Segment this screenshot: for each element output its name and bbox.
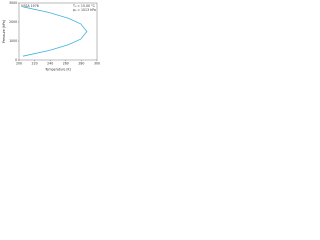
x-tick-label: 260: [63, 62, 69, 66]
y-tick-label: 1000: [9, 39, 17, 43]
y-tick-label: 2000: [9, 20, 17, 24]
y-tick-label: 0: [15, 58, 17, 62]
x-tick-label: 220: [32, 62, 38, 66]
y-axis-label: Pressure (hPa): [2, 20, 6, 43]
y-tick-label: 3000: [9, 1, 17, 5]
chart: USSA 1976 T₀ = 15.00 °C p₀ = 1013 hPa Te…: [2, 1, 100, 72]
x-tick-label: 300: [94, 62, 100, 66]
x-axis-label: Temperature (K): [44, 68, 71, 72]
x-tick-label: 280: [78, 62, 84, 66]
chart-title: USSA 1976: [21, 4, 39, 8]
x-tick-label: 240: [47, 62, 53, 66]
page: {"chart_data": {"type": "line", "title":…: [0, 0, 320, 73]
annotation: p₀ = 1013 hPa: [73, 8, 96, 12]
x-tick-label: 200: [16, 62, 22, 66]
plot-frame: [18, 2, 98, 61]
line-series: [22, 6, 88, 57]
annotation: T₀ = 15.00 °C: [72, 4, 96, 8]
